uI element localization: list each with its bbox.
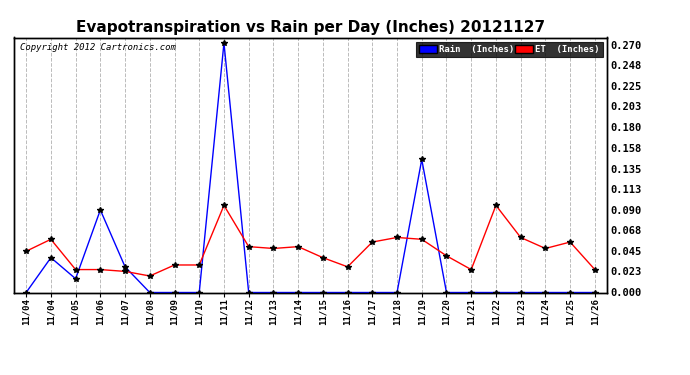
Text: Copyright 2012 Cartronics.com: Copyright 2012 Cartronics.com — [20, 43, 176, 52]
Legend: Rain  (Inches), ET  (Inches): Rain (Inches), ET (Inches) — [416, 42, 602, 57]
Title: Evapotranspiration vs Rain per Day (Inches) 20121127: Evapotranspiration vs Rain per Day (Inch… — [76, 20, 545, 35]
